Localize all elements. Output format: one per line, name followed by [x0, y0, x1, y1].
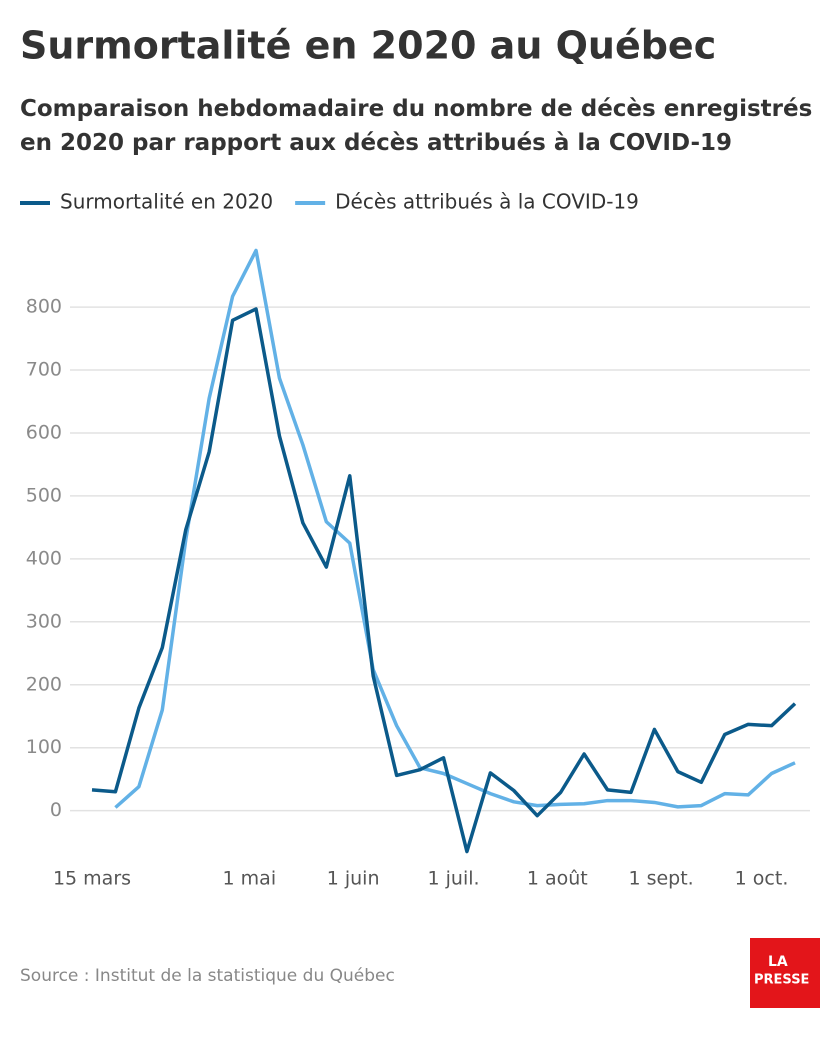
legend-label: Surmortalité en 2020: [60, 190, 273, 214]
logo-box: [750, 938, 820, 1008]
subtitle-box: Comparaison hebdomadaire du nombre de dé…: [20, 96, 813, 156]
x-tick-label: 1 sept.: [628, 868, 693, 890]
y-tick-label: 100: [26, 736, 62, 758]
series-line: [114, 248, 796, 809]
series-line: [91, 307, 797, 854]
legend-label: Décès attribués à la COVID-19: [335, 190, 639, 214]
y-tick-label: 400: [26, 547, 62, 569]
y-tick-label: 0: [50, 799, 62, 821]
y-tick-label: 700: [26, 359, 62, 381]
y-tick-label: 800: [26, 296, 62, 318]
y-tick-label: 600: [26, 421, 62, 443]
x-tick-label: 1 juin: [327, 868, 380, 890]
y-tick-label: 500: [26, 484, 62, 506]
y-tick-label: 300: [26, 610, 62, 632]
x-tick-label: 1 oct.: [735, 868, 789, 890]
logo-text: PRESSE: [754, 973, 809, 988]
logo-text: LA: [768, 954, 788, 970]
y-tick-label: 200: [26, 673, 62, 695]
chart-title: Surmortalité en 2020 au Québec: [20, 24, 716, 68]
x-tick-label: 1 mai: [223, 868, 277, 890]
x-tick-label: 1 août: [527, 868, 588, 890]
chart-subtitle: Comparaison hebdomadaire du nombre de dé…: [20, 96, 813, 156]
x-tick-label: 1 juil.: [428, 868, 480, 890]
source: Source : Institut de la statistique du Q…: [20, 966, 395, 986]
x-tick-label: 15 mars: [53, 868, 131, 890]
